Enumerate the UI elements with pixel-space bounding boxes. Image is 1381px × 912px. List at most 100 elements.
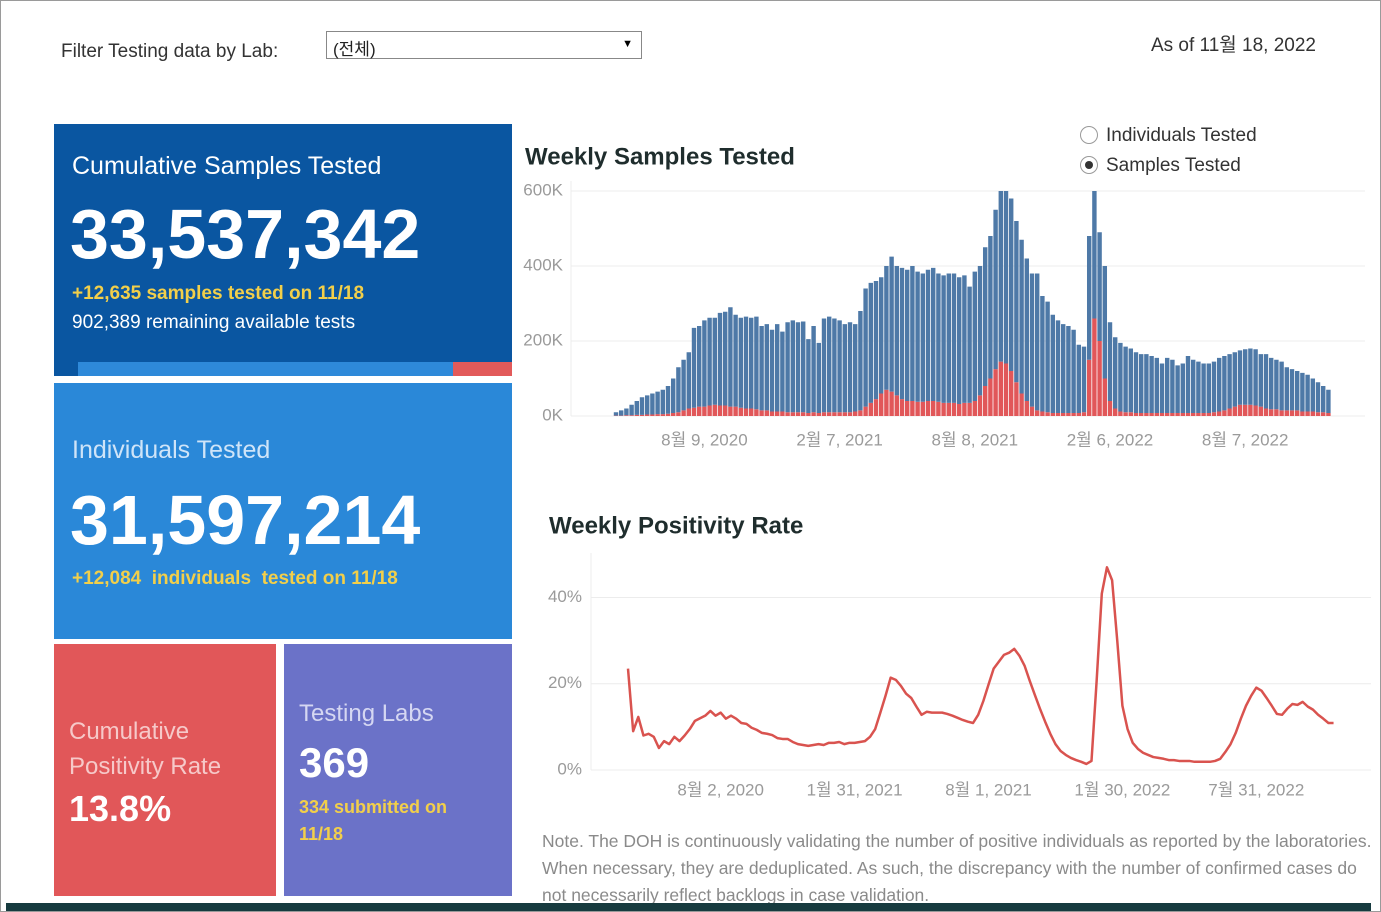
bar-segment	[785, 412, 790, 416]
bar-segment	[1294, 371, 1300, 411]
bar-segment	[1294, 410, 1300, 416]
bar-segment	[1232, 352, 1238, 407]
radio-label: Individuals Tested	[1106, 125, 1257, 146]
bar-segment	[1263, 354, 1269, 409]
bar-segment	[904, 401, 910, 416]
bar-segment	[624, 415, 629, 416]
bar-segment	[1045, 412, 1050, 416]
x-tick-label: 7월 31, 2022	[1208, 780, 1304, 799]
bar-segment	[1128, 412, 1134, 416]
bar-segment	[1102, 266, 1108, 379]
bar-segment	[665, 413, 671, 416]
bar-segment	[712, 404, 718, 416]
bar-segment	[1222, 410, 1227, 416]
x-tick-label: 8월 7, 2022	[1202, 430, 1289, 449]
bar-segment	[1128, 348, 1134, 413]
radio-circle[interactable]	[1080, 126, 1098, 144]
bar-segment	[1315, 382, 1321, 413]
card-title: Individuals Tested	[72, 436, 271, 464]
bar-segment	[1258, 406, 1264, 416]
bar-segment	[806, 413, 811, 416]
bar-segment	[936, 273, 941, 402]
bar-segment	[910, 401, 915, 416]
card-remaining: 902,389 remaining available tests	[72, 312, 356, 333]
bar-segment	[639, 414, 645, 416]
bar-segment	[821, 318, 827, 413]
y-tick-label: 40%	[548, 587, 582, 606]
bar-segment	[1206, 363, 1212, 413]
x-tick-label: 2월 7, 2021	[796, 430, 883, 449]
bar-segment	[1144, 413, 1149, 416]
bar-segment	[951, 402, 957, 416]
bar-segment	[1320, 412, 1326, 416]
bar-segment	[1216, 411, 1222, 416]
bar-segment	[1019, 239, 1024, 394]
bar-segment	[780, 331, 785, 412]
bar-segment	[686, 352, 692, 409]
card-title: Cumulative Samples Tested	[72, 152, 382, 180]
bar-segment	[1149, 413, 1154, 416]
bar-segment	[977, 266, 983, 396]
lab-select[interactable]: (전체) ▼	[326, 31, 642, 59]
bar-segment	[743, 316, 749, 409]
bar-segment	[660, 414, 666, 416]
bar-segment	[1040, 411, 1045, 416]
bar-segment	[832, 412, 837, 416]
bar-segment	[993, 369, 998, 416]
bar-segment	[899, 267, 905, 400]
bar-segment	[1180, 363, 1186, 413]
chart-title: Weekly Samples Tested	[525, 143, 795, 170]
bar-segment	[1253, 349, 1258, 406]
card-delta: +12,084 individuals tested on 11/18	[72, 568, 398, 589]
bar-segment	[754, 316, 759, 410]
bar-segment	[941, 275, 946, 403]
bar-segment	[1045, 301, 1050, 413]
bar-segment	[681, 410, 686, 416]
bar-segment	[1248, 404, 1253, 416]
bar-segment	[1159, 413, 1165, 416]
bar-segment	[790, 320, 796, 413]
bar-segment	[660, 389, 666, 415]
bar-segment	[1133, 352, 1139, 413]
bar-segment	[1289, 369, 1295, 411]
bar-segment	[769, 411, 775, 416]
bar-segment	[1284, 410, 1290, 416]
bar-segment	[1060, 413, 1066, 416]
bar-segment	[639, 397, 645, 415]
bar-segment	[936, 401, 941, 416]
bar-segment	[847, 322, 853, 413]
bar-segment	[930, 267, 936, 401]
bar-segment	[1154, 357, 1160, 413]
bar-segment	[634, 401, 640, 415]
bar-segment	[1279, 361, 1284, 411]
filter-label: Filter Testing data by Lab:	[61, 41, 279, 62]
bar-segment	[858, 410, 863, 416]
bar-segment	[1154, 413, 1160, 416]
bar-segment	[837, 320, 842, 413]
bar-segment	[1164, 357, 1170, 413]
bar-segment	[1185, 356, 1191, 413]
bar-segment	[650, 393, 655, 415]
bar-segment	[1185, 413, 1191, 416]
bar-segment	[795, 322, 801, 413]
bar-segment	[1112, 337, 1118, 409]
bar-segment	[644, 395, 650, 415]
bar-segment	[1216, 357, 1222, 412]
bar-segment	[670, 413, 676, 416]
card-title: Testing Labs	[299, 700, 434, 727]
bar-segment	[816, 413, 822, 416]
radio-circle[interactable]	[1080, 156, 1098, 174]
bar-segment	[1201, 413, 1206, 416]
bar-segment	[707, 405, 712, 416]
bar-segment	[1190, 413, 1196, 416]
radio-label: Samples Tested	[1106, 155, 1241, 176]
bar-segment	[899, 399, 905, 416]
bar-segment	[1289, 410, 1295, 416]
bar-segment	[774, 411, 780, 416]
x-tick-label: 8월 8, 2021	[932, 430, 1019, 449]
y-tick-label: 0%	[557, 759, 582, 778]
bar-segment	[1310, 378, 1316, 412]
bar-segment	[629, 404, 634, 416]
bar-segment	[733, 314, 738, 407]
